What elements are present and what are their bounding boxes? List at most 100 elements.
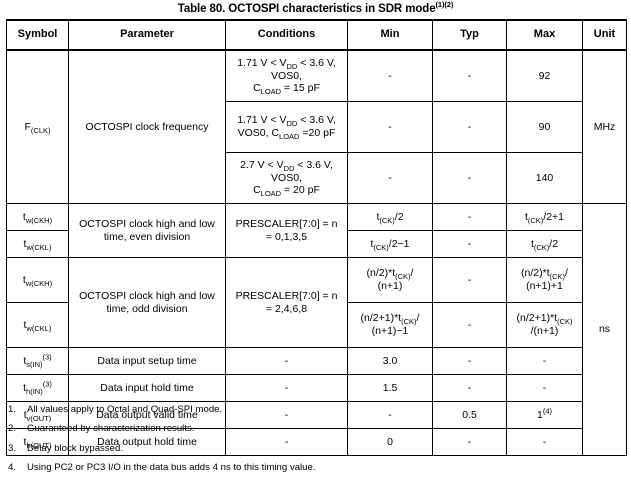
formula-text: / [410,267,414,280]
formula-text: t [524,210,528,223]
condition-prescaler-odd: PRESCALER[7:0] = n = 2,4,6,8 [225,257,348,348]
value-min: - [347,401,433,429]
table-row: F(CLK) OCTOSPI clock frequency 1.71 V < … [6,49,627,204]
symbol-subscript: v(OUT) [26,413,52,423]
condition-cell: - [225,428,348,456]
value-typ: - [432,347,507,375]
symbol-footnote-mark: (3) [42,379,52,389]
value-max: - [506,347,583,375]
table-row: th(OUT) Data output hold time - 0 - - [6,428,627,456]
condition-prescaler-even: PRESCALER[7:0] = n = 0,1,3,5 [225,203,348,258]
symbol-tw-ckl-even: tw(CKL) [6,230,69,258]
symbol-base: t [22,210,26,223]
symbol-f-clk: F(CLK) [6,49,69,204]
value-typ: - [432,152,507,204]
condition-cell: 1.71 V < VDD < 3.6 V, VOS0, CLOAD = 15 p… [225,49,348,102]
condition-cell: - [225,401,348,429]
unit-mhz: MHz [582,49,627,204]
table-row: tw(CKL) (n/2+1)*t(CK)/ (n+1)−1 - (n/2+1)… [6,302,627,348]
symbol-subscript: w(CKL) [26,323,52,333]
symbol-subscript: h(OUT) [26,440,52,450]
value-max: t(CK)/2 [506,230,583,258]
cond-text: < 3.6 V, [297,114,336,127]
formula-text: /(n+1) [530,325,559,337]
formula-text: / [416,312,420,325]
table-title-footnote-marks: (1)(2) [435,0,454,10]
footnote-text: Guaranteed by characterization results. [27,423,195,435]
symbol-subscript: s(IN) [26,359,43,369]
table-title-text: Table 80. OCTOSPI characteristics in SDR… [177,3,436,15]
cond-text: 2.7 V < V [240,158,284,171]
parameter-data-input-hold: Data input hold time [68,374,226,402]
symbol-tw-ckh-odd: tw(CKH) [6,257,69,303]
cond-subscript: LOAD [260,87,282,97]
value-min: (n/2+1)*t(CK)/ (n+1)−1 [347,302,433,348]
value-max: - [506,428,583,456]
value-min: 0 [347,428,433,456]
value-min: - [347,152,433,204]
footnote-number: 4. [8,462,17,474]
table-row: 1.71 V < VDD < 3.6 V, VOS0, CLOAD =20 pF… [7,101,627,153]
value-max: 92 [506,49,583,102]
footnotes-list: 1. All values apply to Octal and Quad-SP… [8,404,623,482]
formula-text: /2−1 [388,237,410,250]
value-max: 1(4) [506,401,583,429]
cond-text: C [253,82,261,95]
value-max: - [506,374,583,402]
unit-ns: ns [582,203,627,456]
symbol-base: t [23,318,27,331]
cond-subscript: DD [286,119,298,129]
formula-text: (n+1)+1 [526,280,563,292]
formula-text: t [370,237,374,250]
value-typ: - [432,203,507,231]
symbol-base: t [23,408,27,421]
value-max: (n/2+1)*t(CK) /(n+1) [506,302,583,348]
symbol-subscript: w(CKH) [25,215,53,225]
formula-subscript: (CK) [527,215,544,225]
formula-subscript: (CK) [395,272,411,282]
footnote-text: Using PC2 or PC3 I/O in the data bus add… [27,462,316,474]
condition-cell: - [225,374,348,402]
column-header-parameter: Parameter [68,19,226,51]
formula-subscript: (CK) [533,242,550,252]
condition-cell: - [225,347,348,375]
symbol-base: t [23,435,27,448]
formula-subscript: (CK) [549,272,566,282]
footnote-item: 4. Using PC2 or PC3 I/O in the data bus … [8,462,623,474]
value-max: 140 [506,152,583,204]
value-min: 1.5 [347,374,433,402]
value-max: t(CK)/2+1 [506,203,583,231]
cond-text: VOS0, C [237,127,280,139]
formula-text: / [565,267,568,280]
symbol-footnote-mark: (3) [42,352,52,362]
cond-subscript: LOAD [279,132,300,142]
cond-text: 1.71 V < V [237,114,287,127]
symbol-base: t [22,273,26,286]
formula-text: (n/2+1)*t [516,312,558,325]
footnote-number: 3. [8,442,17,454]
table-row: 2.7 V < VDD < 3.6 V, VOS0, CLOAD = 20 pF… [7,152,627,204]
column-header-typ: Typ [432,19,507,51]
cond-text: PRESCALER[7:0] = n [235,289,338,302]
symbol-base: t [23,381,27,394]
formula-text: /2+1 [543,210,565,223]
footnote-item: 3. Delay block bypassed. [8,443,623,455]
cond-subscript: LOAD [260,189,282,199]
footnote-number: 1. [8,404,17,415]
cond-text: < 3.6 V, [297,56,336,69]
parameter-odd-division: OCTOSPI clock high and low time, odd div… [68,257,226,348]
column-header-conditions: Conditions [225,19,348,51]
formula-subscript: (CK) [557,317,573,327]
formula-subscript: (CK) [379,215,395,225]
value-min: - [347,101,433,153]
parameter-clock-frequency: OCTOSPI clock frequency [68,49,226,204]
value-max: 90 [506,101,583,153]
symbol-subscript: w(CKL) [26,242,52,252]
value-min: t(CK)/2 [347,203,433,231]
value-typ: - [432,101,507,153]
value-typ: - [432,230,507,258]
value-typ: 0.5 [432,401,507,429]
footnote-item: 1. All values apply to Octal and Quad-SP… [8,404,623,416]
footnote-number: 2. [8,423,17,435]
